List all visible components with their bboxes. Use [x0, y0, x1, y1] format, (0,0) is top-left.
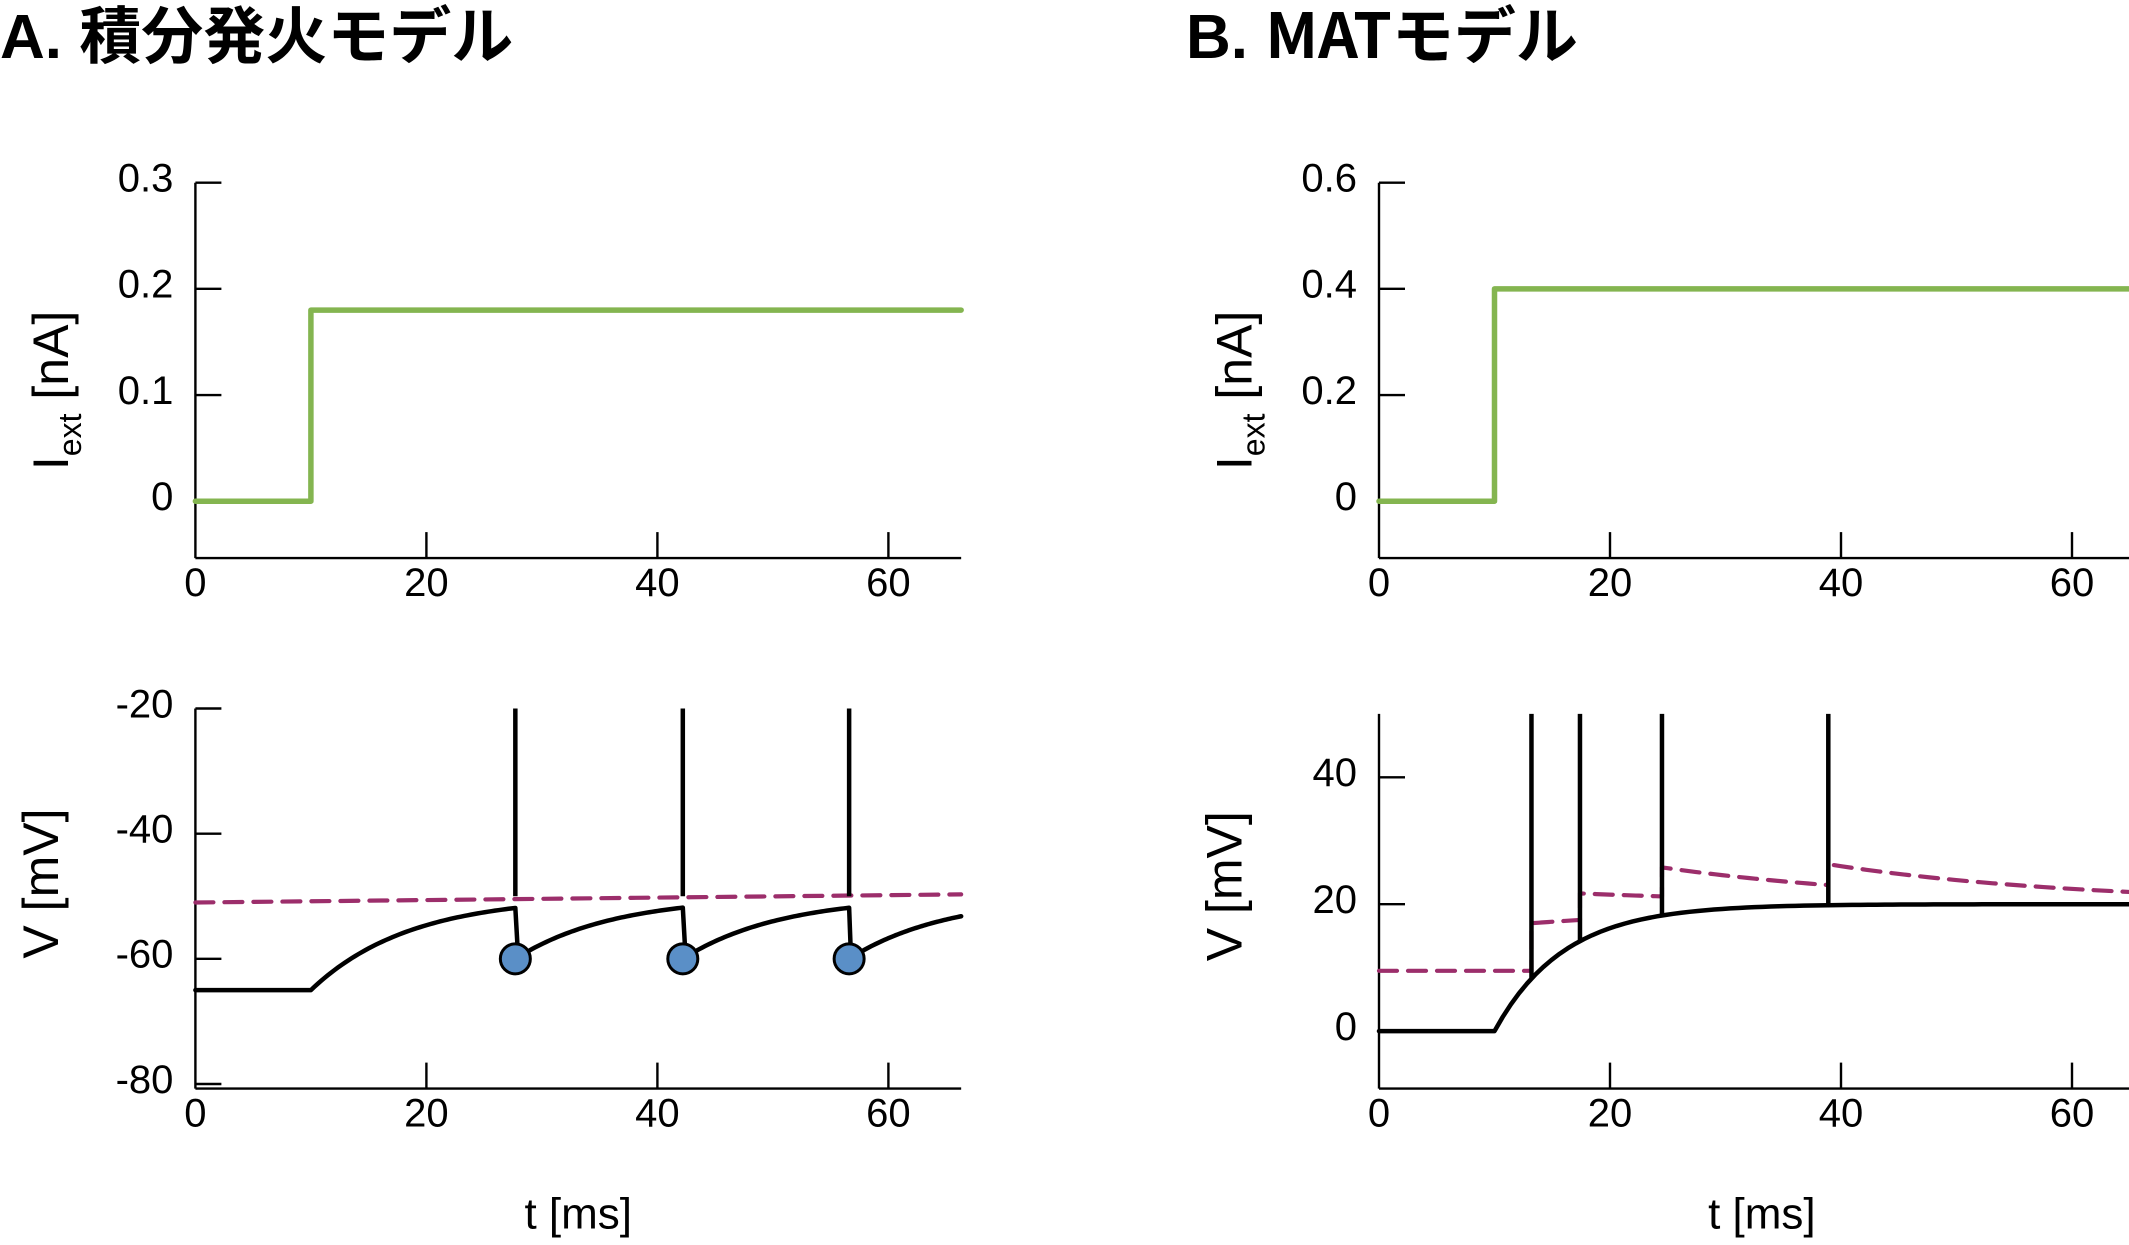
svg-text:0.1: 0.1 — [118, 369, 174, 413]
svg-text:0: 0 — [1335, 1005, 1357, 1049]
svg-text:0: 0 — [184, 561, 206, 605]
svg-text:60: 60 — [2050, 1092, 2095, 1136]
svg-text:0: 0 — [1368, 561, 1390, 605]
svg-text:V [mV]: V [mV] — [1197, 811, 1253, 961]
svg-text:0.2: 0.2 — [1301, 369, 1357, 413]
svg-text:0: 0 — [1335, 475, 1357, 519]
svg-text:Iext [nA]: Iext [nA] — [1207, 311, 1272, 470]
svg-text:-60: -60 — [116, 933, 174, 977]
svg-text:Iext [nA]: Iext [nA] — [23, 311, 88, 470]
svg-text:40: 40 — [1819, 561, 1864, 605]
svg-text:40: 40 — [1819, 1092, 1864, 1136]
svg-text:40: 40 — [635, 561, 680, 605]
svg-text:0.4: 0.4 — [1301, 263, 1357, 307]
svg-text:40: 40 — [1313, 751, 1358, 795]
svg-text:20: 20 — [1313, 878, 1358, 922]
svg-text:60: 60 — [866, 1092, 911, 1136]
svg-text:0.6: 0.6 — [1301, 156, 1357, 200]
svg-text:0: 0 — [151, 475, 173, 519]
svg-text:t [ms]: t [ms] — [1708, 1190, 1816, 1239]
svg-text:20: 20 — [1588, 1092, 1633, 1136]
svg-text:-80: -80 — [116, 1058, 174, 1102]
svg-text:60: 60 — [866, 561, 911, 605]
svg-text:20: 20 — [404, 561, 449, 605]
svg-text:-20: -20 — [116, 682, 174, 726]
svg-text:0.2: 0.2 — [118, 263, 174, 307]
svg-text:40: 40 — [635, 1092, 680, 1136]
svg-text:20: 20 — [404, 1092, 449, 1136]
svg-text:0: 0 — [1368, 1092, 1390, 1136]
svg-text:0: 0 — [184, 1092, 206, 1136]
svg-text:60: 60 — [2050, 561, 2095, 605]
svg-text:V [mV]: V [mV] — [13, 809, 69, 959]
svg-text:20: 20 — [1588, 561, 1633, 605]
svg-text:t [ms]: t [ms] — [524, 1190, 632, 1239]
svg-text:0.3: 0.3 — [118, 156, 174, 200]
svg-text:-40: -40 — [116, 807, 174, 851]
